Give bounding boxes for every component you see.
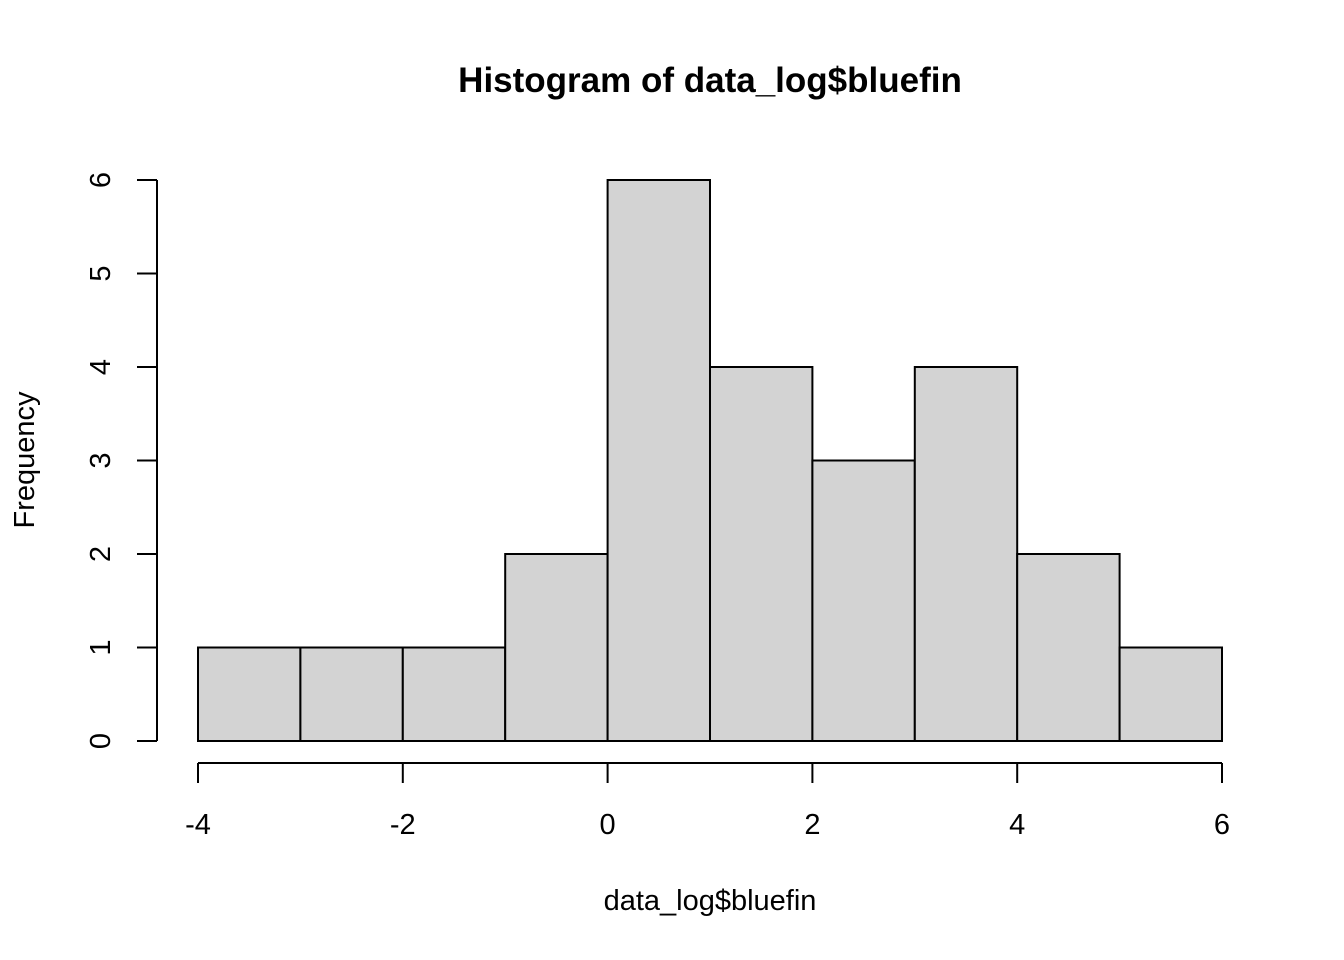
chart-title: Histogram of data_log$bluefin	[458, 61, 962, 100]
y-tick-label-5: 5	[85, 265, 117, 281]
histogram-bar-4	[606, 179, 711, 742]
histogram-bar-1	[299, 646, 404, 742]
y-tick-label-2: 2	[85, 546, 117, 562]
histogram-bar-5	[709, 366, 814, 742]
y-axis-label: Frequency	[9, 391, 41, 529]
bars-group	[197, 179, 1223, 742]
histogram-bar-8	[1016, 553, 1121, 742]
x-tick-label-1: -2	[390, 809, 416, 841]
histogram-bar-9	[1118, 646, 1223, 742]
y-tick-label-1: 1	[85, 639, 117, 655]
x-tick-label-3: 2	[804, 809, 820, 841]
y-tick-label-6: 6	[85, 172, 117, 188]
x-axis: -4 -2 0 2 4 6	[185, 762, 1230, 841]
x-tick-label-5: 6	[1214, 809, 1230, 841]
x-tick-label-2: 0	[600, 809, 616, 841]
y-tick-label-3: 3	[85, 452, 117, 468]
histogram-bar-7	[913, 366, 1019, 742]
histogram-bar-2	[401, 646, 507, 742]
x-tick-label-0: -4	[185, 809, 211, 841]
histogram-bar-6	[811, 459, 916, 742]
y-tick-label-4: 4	[85, 359, 117, 375]
histogram-bar-3	[504, 553, 609, 742]
x-tick-label-4: 4	[1009, 809, 1025, 841]
y-tick-label-0: 0	[85, 733, 117, 749]
x-axis-label: data_log$bluefin	[604, 885, 817, 917]
histogram-bar-0	[197, 646, 302, 742]
y-axis: 0 1 2 3 4 5 6	[85, 172, 158, 749]
